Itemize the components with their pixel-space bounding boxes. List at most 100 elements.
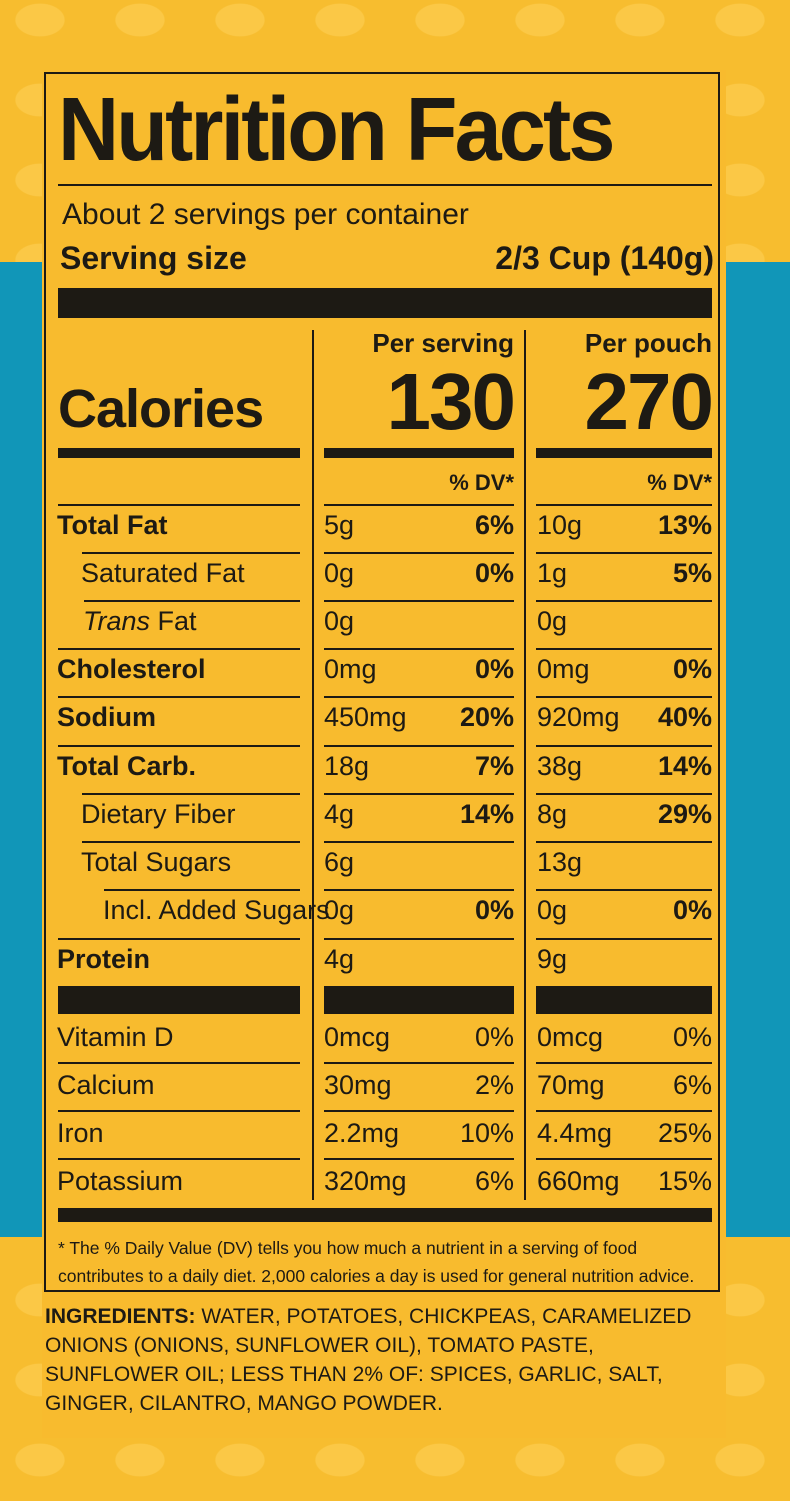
row-divider [536,889,712,891]
serving-dv: 7% [474,751,514,781]
vitamin-row-divider [324,1110,514,1112]
row-divider [324,552,514,554]
vitamin-label: Iron [57,1118,104,1148]
vitamin-serving-dv: 2% [474,1070,514,1100]
serving-dv: 0% [474,654,514,684]
per-pouch-header: Per pouch [584,328,712,358]
serving-amount: 0g [324,606,355,636]
pouch-amount: 0g [537,895,568,925]
row-divider [536,648,712,650]
trans-label: Trans [83,606,151,636]
row-divider [536,841,712,843]
serving-amount: 0g [324,558,355,588]
vitamin-divider-right [536,986,712,1014]
calories-divider-right [536,448,712,458]
vitamin-pouch-amount: 70mg [537,1070,605,1100]
pouch-dv: 14% [657,751,712,781]
pouch-amount: 10g [537,510,583,540]
serving-amount: 6g [324,847,355,877]
vitamin-serving-amount: 30mg [324,1070,392,1100]
pouch-dv: 13% [657,510,712,540]
pouch-amount: 920mg [537,702,620,732]
pouch-amount: 38g [537,751,583,781]
pouch-dv: 29% [657,799,712,829]
vitamin-serving-dv: 0% [474,1022,514,1052]
vitamin-pouch-dv: 25% [657,1118,712,1148]
pouch-dv: 0% [672,654,712,684]
thick-divider [58,288,712,318]
serving-amount: 4g [324,944,355,974]
row-divider [536,938,712,940]
row-divider [536,600,712,602]
nutrient-label: Dietary Fiber [81,799,236,829]
dv-header-serving: % DV* [449,470,514,495]
calories-label: Calories [58,379,264,439]
pouch-dv: 0% [672,895,712,925]
per-serving-header: Per serving [372,328,514,358]
row-divider [324,745,514,747]
vitamin-pouch-amount: 660mg [537,1166,620,1196]
row-divider [324,648,514,650]
footnote: * The % Daily Value (DV) tells you how m… [58,1234,718,1290]
row-divider [324,696,514,698]
serving-dv: 20% [459,702,514,732]
serving-amount: 0mg [324,654,377,684]
nutrient-label: Protein [57,944,151,974]
vitamin-row-divider [58,1158,300,1160]
servings-per-container: About 2 servings per container [62,198,469,231]
nutrient-label: Trans Fat [83,606,197,637]
row-divider [536,696,712,698]
vitamin-row-divider [324,1158,514,1160]
vitamin-serving-amount: 0mcg [324,1022,391,1052]
calories-divider-mid [324,448,514,458]
vitamin-serving-dv: 6% [474,1166,514,1196]
serving-dv: 14% [459,799,514,829]
vitamin-label: Vitamin D [57,1022,174,1052]
vitamin-pouch-dv: 0% [672,1022,712,1052]
vitamin-pouch-dv: 15% [657,1166,712,1196]
row-divider [324,504,514,506]
pouch-amount: 0mg [537,654,590,684]
blue-stripe-left [0,262,48,1237]
column-divider-2 [524,330,526,1200]
row-divider [324,793,514,795]
ingredients-heading: INGREDIENTS: [45,1305,196,1328]
nutrient-label: Saturated Fat [81,558,245,588]
vitamin-divider-mid [324,986,514,1014]
serving-dv: 0% [474,558,514,588]
row-divider [324,938,514,940]
row-divider [82,793,300,795]
nutrient-label: Total Sugars [81,847,232,877]
divider [58,184,712,186]
nutrient-label: Total Fat [57,510,168,540]
ingredients-text: WATER, POTATOES, CHICKPEAS, CARAMELIZED … [45,1305,692,1415]
vitamin-pouch-dv: 6% [672,1070,712,1100]
row-divider [324,889,514,891]
footnote-star: * [58,1238,65,1258]
nutrition-facts-panel [44,72,720,1292]
vitamin-pouch-amount: 4.4mg [537,1118,613,1148]
pouch-dv: 40% [657,702,712,732]
pouch-amount: 8g [537,799,568,829]
serving-amount: 18g [324,751,370,781]
bottom-thick-divider [58,1208,712,1222]
vitamin-row-divider [536,1110,712,1112]
vitamin-label: Potassium [57,1166,184,1196]
trans-fat-suffix: Fat [150,606,197,636]
vitamin-label: Calcium [57,1070,155,1100]
nutrient-label: Incl. Added Sugars [103,895,330,925]
vitamin-serving-amount: 2.2mg [324,1118,400,1148]
vitamin-row-divider [58,1110,300,1112]
row-divider [536,552,712,554]
vitamin-serving-dv: 10% [459,1118,514,1148]
label-title: Nutrition Facts [58,80,615,180]
row-divider [324,600,514,602]
column-divider-1 [312,330,314,1200]
vitamin-row-divider [536,1062,712,1064]
serving-amount: 450mg [324,702,407,732]
row-divider [58,745,300,747]
row-divider [58,504,300,506]
serving-amount: 5g [324,510,355,540]
footnote-text: The % Daily Value (DV) tells you how muc… [58,1238,695,1286]
ingredients-block: INGREDIENTS: WATER, POTATOES, CHICKPEAS,… [45,1302,725,1418]
